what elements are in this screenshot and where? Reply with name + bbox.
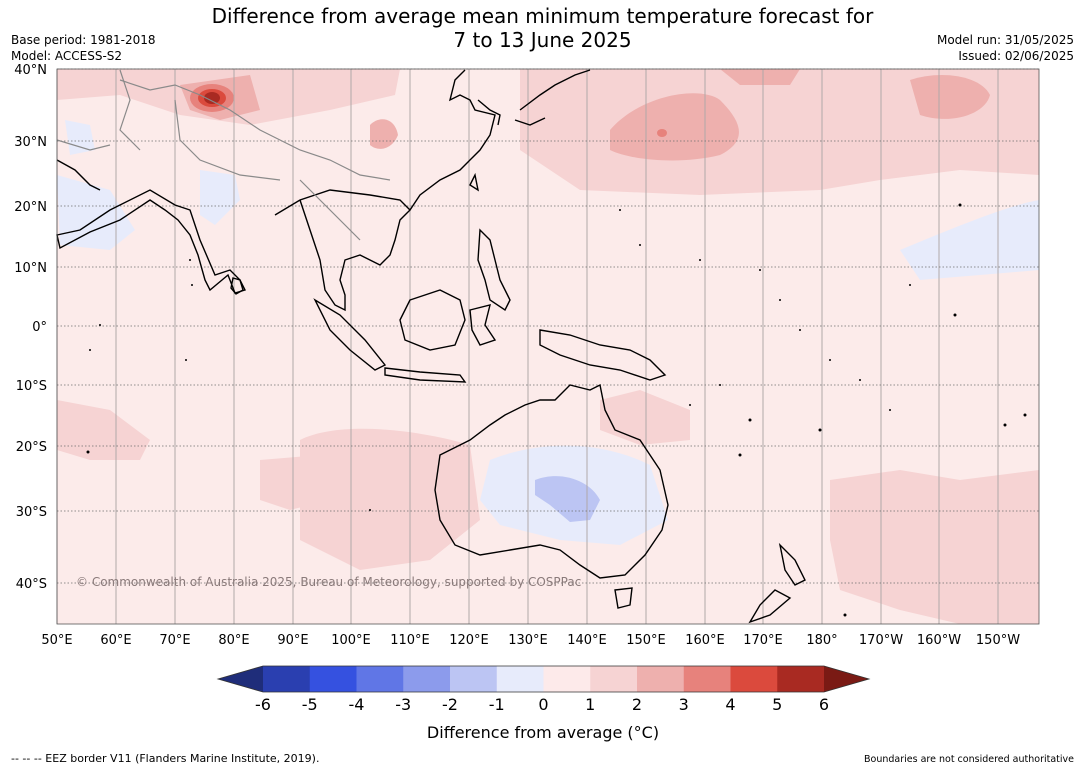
lon-label: 110°E (390, 633, 430, 648)
lon-label: 50°E (41, 633, 72, 648)
model-run: Model run: 31/05/2025 (936, 33, 1074, 47)
colorbar-tick-label: -6 (255, 695, 271, 714)
colorbar-tick-label: 2 (632, 695, 642, 714)
colorbar-segment (730, 666, 778, 692)
colorbar-tick-label: 3 (679, 695, 689, 714)
colorbar-segment (450, 666, 498, 692)
colorbar-tick-label: 4 (725, 695, 735, 714)
coastlines (56, 69, 806, 624)
forecast-info-right: Model run: 31/05/2025 Issued: 02/06/2025 (937, 32, 1074, 64)
lat-label: 40°N (14, 63, 47, 78)
issued-date: Issued: 02/06/2025 (958, 49, 1074, 63)
colorbar-segment (637, 666, 685, 692)
title-line-1: Difference from average mean minimum tem… (211, 4, 874, 28)
model-name: Model: ACCESS-S2 (11, 49, 123, 63)
pacific-islands (86, 203, 1027, 617)
lon-label: 130°E (508, 633, 548, 648)
copyright-text: © Commonwealth of Australia 2025, Bureau… (76, 575, 581, 589)
colorbar-outline (216, 665, 871, 693)
colorbar-tick-label: 6 (819, 695, 829, 714)
colorbar-tick-label: -5 (302, 695, 318, 714)
colorbar-title: Difference from average (°C) (427, 723, 659, 742)
lon-label: 160°E (685, 633, 725, 648)
lat-label: 10°S (16, 379, 47, 394)
colorbar-segment (543, 666, 591, 692)
latitude-labels: 40°N 30°N 20°N 10°N 0° 10°S 20°S 30°S 40… (14, 63, 47, 592)
lat-label: 20°S (16, 440, 47, 455)
colorbar-segment (356, 666, 404, 692)
boundary-note: Boundaries are not considered authoritat… (864, 754, 1074, 765)
colorbar-title-unit: °C) (634, 723, 659, 742)
forecast-info-left: Base period: 1981-2018 Model: ACCESS-S2 (11, 32, 156, 64)
lon-label: 120°E (449, 633, 489, 648)
lon-label: 140°E (567, 633, 607, 648)
longitude-labels: 50°E 60°E 70°E 80°E 90°E 100°E 110°E 120… (41, 633, 1020, 648)
colorbar-tick-label: 5 (772, 695, 782, 714)
longitude-gridlines (56, 69, 999, 624)
colorbar (216, 665, 871, 693)
colorbar-title-text: Difference from average ( (427, 723, 634, 742)
base-period: Base period: 1981-2018 (11, 33, 156, 47)
colorbar-segment (777, 666, 825, 692)
colorbar-ticks: -6 -5 -4 -3 -2 -1 0 1 2 3 4 5 6 (255, 695, 829, 714)
colorbar-tick-label: -1 (489, 695, 505, 714)
lon-label: 70°E (159, 633, 190, 648)
eez-note: -- -- -- EEZ border V11 (Flanders Marine… (11, 752, 320, 765)
lon-label: 90°E (277, 633, 308, 648)
colorbar-segment (590, 666, 638, 692)
colorbar-tick-label: -2 (442, 695, 458, 714)
lon-label: 170°E (743, 633, 783, 648)
title-line-2: 7 to 13 June 2025 (453, 28, 632, 52)
colorbar-tick-label: -4 (349, 695, 365, 714)
colorbar-segment (263, 666, 311, 692)
map-area (56, 68, 1040, 625)
colorbar-tick-label: 0 (538, 695, 548, 714)
lat-label: 20°N (14, 200, 47, 215)
colorbar-extend-high (824, 666, 869, 692)
lat-label: 10°N (14, 261, 47, 276)
colorbar-segment (683, 666, 731, 692)
colorbar-tick-label: 1 (585, 695, 595, 714)
lon-label: 150°W (976, 633, 1020, 648)
colorbar-extend-low (218, 666, 263, 692)
lon-label: 180° (806, 633, 837, 648)
lon-label: 150°E (626, 633, 666, 648)
lon-label: 100°E (331, 633, 371, 648)
colorbar-segment (309, 666, 357, 692)
lon-label: 60°E (100, 633, 131, 648)
colorbar-segment (496, 666, 544, 692)
lon-label: 170°W (859, 633, 903, 648)
colorbar-segment (403, 666, 451, 692)
lat-label: 0° (32, 320, 47, 335)
lat-label: 30°N (14, 135, 47, 150)
lon-label: 160°W (917, 633, 961, 648)
colorbar-tick-label: -3 (395, 695, 411, 714)
lat-label: 40°S (16, 577, 47, 592)
lat-label: 30°S (16, 505, 47, 520)
country-borders (56, 69, 391, 241)
lon-label: 80°E (218, 633, 249, 648)
